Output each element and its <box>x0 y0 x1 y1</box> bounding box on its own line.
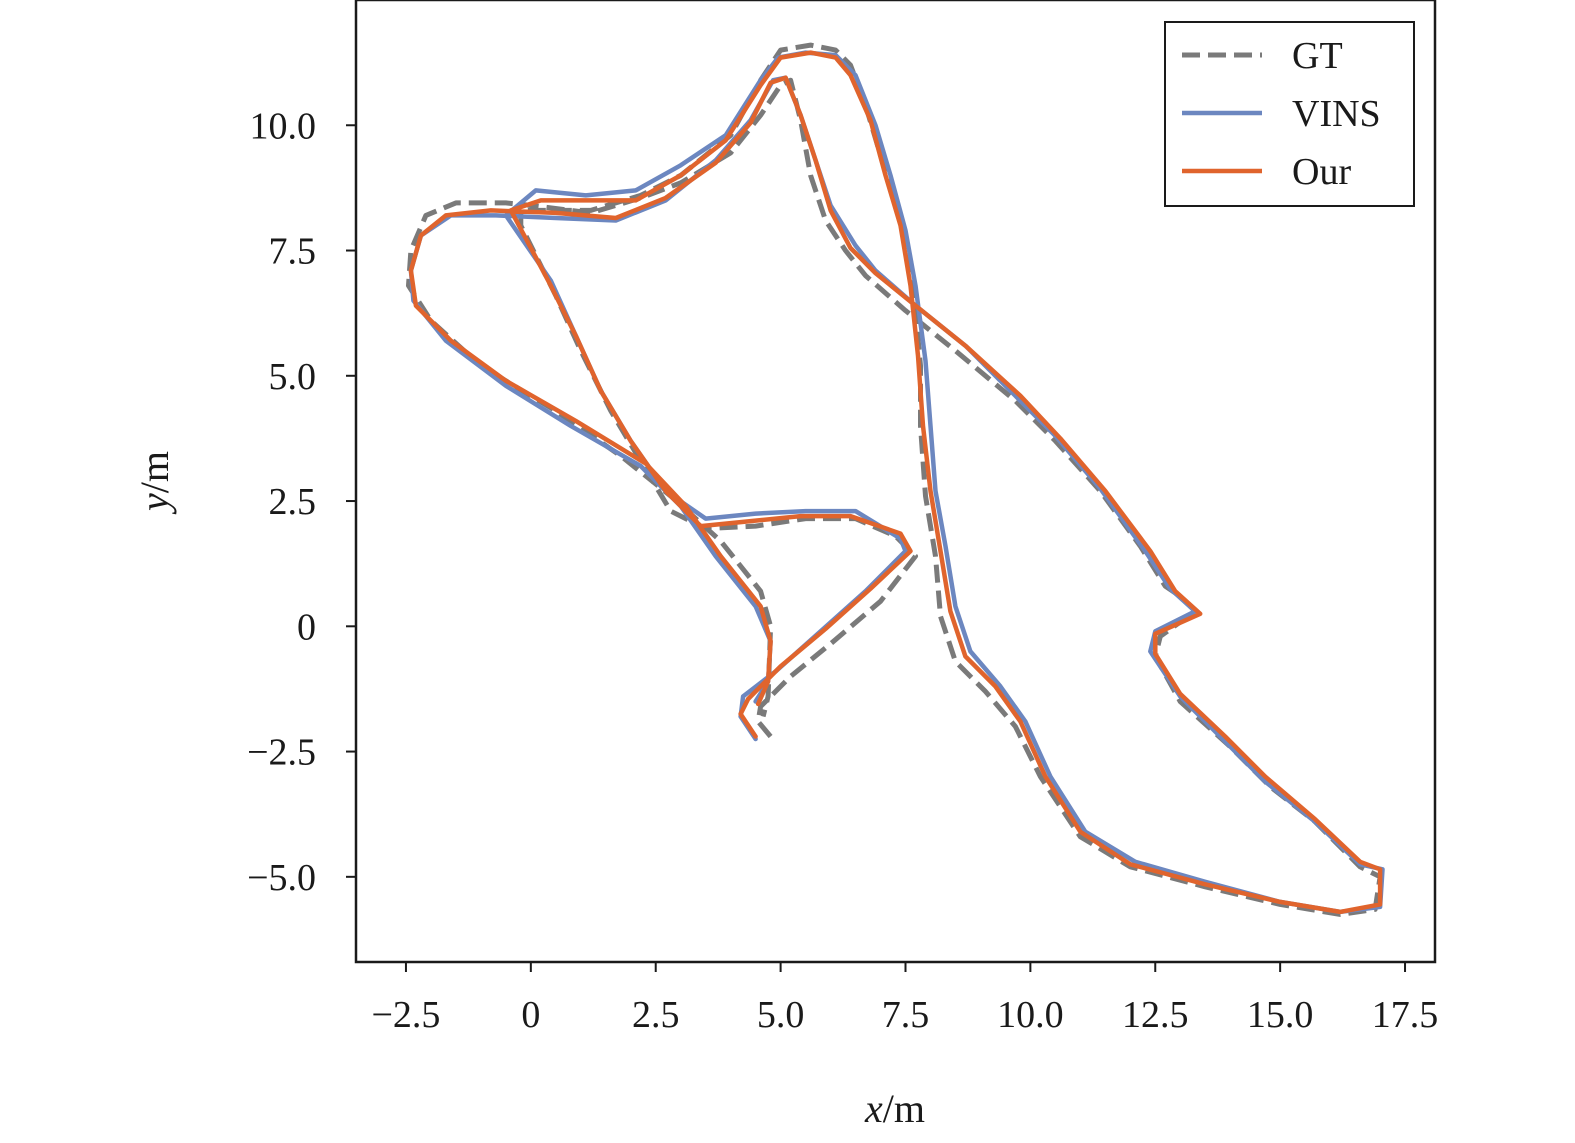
y-tick-label: 0 <box>297 606 316 648</box>
series-line-our <box>408 50 1383 915</box>
y-tick-label: −5.0 <box>247 857 316 899</box>
x-tick-label: 5.0 <box>757 994 805 1036</box>
y-tick-label: 2.5 <box>269 481 317 523</box>
x-axis-ticks: −2.5 0 2.5 5.0 7.5 10.0 12.5 15.0 17.5 <box>371 962 1438 1036</box>
x-axis-label: x/m <box>864 1086 925 1131</box>
series-line-gt <box>406 42 1383 917</box>
x-tick-label: −2.5 <box>371 994 440 1036</box>
legend-label-gt: GT <box>1292 35 1343 77</box>
legend-label-vins: VINS <box>1292 93 1381 135</box>
legend: GT VINS Our <box>1164 21 1415 207</box>
y-tick-label: 5.0 <box>269 356 317 398</box>
legend-label-our: Our <box>1292 151 1351 193</box>
y-tick-label: 7.5 <box>269 231 317 273</box>
x-tick-label: 15.0 <box>1247 994 1314 1036</box>
y-axis-label: y/m <box>132 451 177 515</box>
x-tick-label: 12.5 <box>1122 994 1189 1036</box>
x-tick-label: 0 <box>521 994 540 1036</box>
x-tick-label: 17.5 <box>1372 994 1439 1036</box>
x-tick-label: 2.5 <box>632 994 680 1036</box>
y-tick-label: −2.5 <box>247 732 316 774</box>
plot-frame <box>354 0 1437 964</box>
y-tick-label: 10.0 <box>250 105 317 147</box>
x-tick-label: 7.5 <box>882 994 930 1036</box>
series-layer <box>406 42 1385 917</box>
y-axis-ticks: −5.0 −2.5 0 2.5 5.0 7.5 10.0 <box>247 105 356 899</box>
x-tick-label: 10.0 <box>997 994 1064 1036</box>
